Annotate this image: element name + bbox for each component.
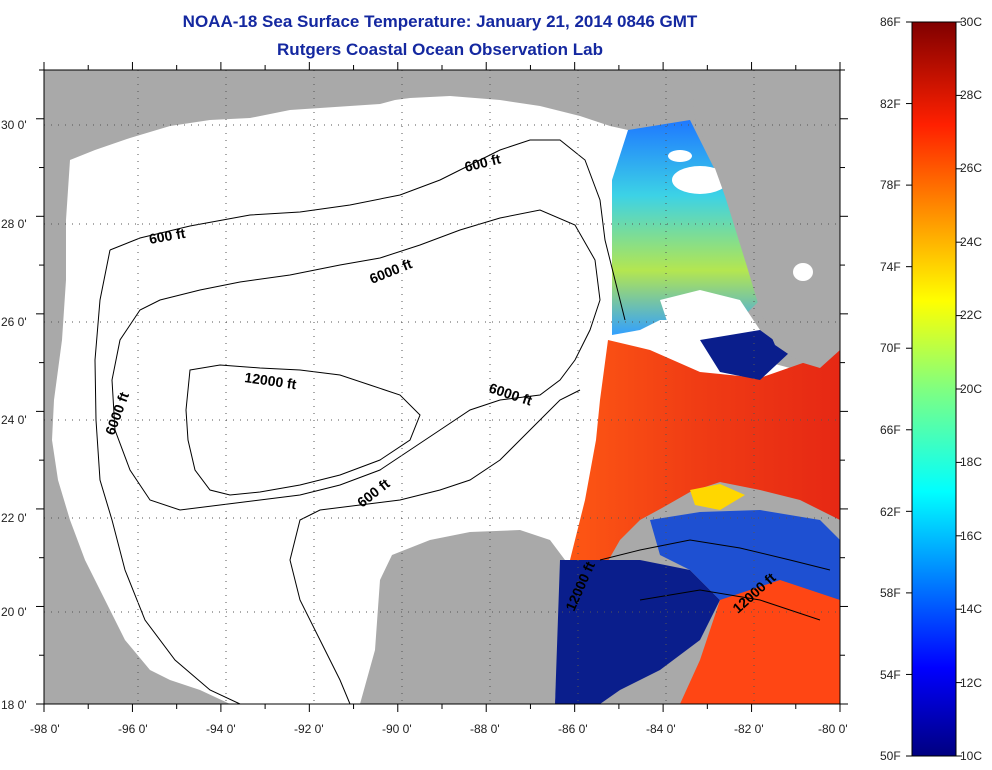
sst-cold-patch <box>700 330 790 380</box>
sst-caribbean <box>555 560 720 704</box>
colorbar-c-label: 12C <box>960 676 982 690</box>
lake-okeechobee <box>793 263 813 281</box>
sst-florida-shelf <box>612 120 760 335</box>
contour-caribbean <box>599 539 831 621</box>
colorbar-c-labels: 30C 28C 26C 24C 22C 20C 18C 16C 14C 12C … <box>960 15 982 763</box>
x-tick-label: -88 0' <box>470 722 500 736</box>
colorbar-ticks <box>906 21 962 757</box>
y-tick-label: 22 0' <box>1 511 27 525</box>
colorbar-f-label: 58F <box>880 586 901 600</box>
colorbar-f-label: 78F <box>880 178 901 192</box>
x-tick-label: -82 0' <box>734 722 764 736</box>
colorbar-f-label: 82F <box>880 97 901 111</box>
y-axis-labels: 30 0' 28 0' 26 0' 24 0' 22 0' 20 0' 18 0… <box>1 118 27 712</box>
colorbar-c-label: 20C <box>960 382 982 396</box>
colorbar-c-label: 16C <box>960 529 982 543</box>
colorbar-c-label: 28C <box>960 88 982 102</box>
x-tick-label: -80 0' <box>818 722 848 736</box>
colorbar-f-label: 50F <box>880 749 901 763</box>
contour-label: 600 ft <box>148 225 187 247</box>
contour-6000ft <box>111 209 601 511</box>
y-tick-label: 28 0' <box>1 217 27 231</box>
colorbar-c-label: 18C <box>960 455 982 469</box>
colorbar-c-label: 24C <box>960 235 982 249</box>
florida-land <box>690 70 840 368</box>
contour-12000ft <box>185 364 421 496</box>
x-tick-label: -94 0' <box>206 722 236 736</box>
colorbar <box>911 21 957 757</box>
x-tick-label: -92 0' <box>294 722 324 736</box>
colorbar-f-label: 86F <box>880 15 901 29</box>
sst-caribbean-warm <box>680 580 840 704</box>
sst-yellow-patch <box>690 484 745 510</box>
colorbar-c-label: 14C <box>960 602 982 616</box>
colorbar-c-label: 10C <box>960 749 982 763</box>
y-tick-label: 18 0' <box>1 698 27 712</box>
yucatan-land <box>360 530 565 704</box>
cloud-patch <box>672 166 728 194</box>
colorbar-c-label: 22C <box>960 308 982 322</box>
x-tick-label: -90 0' <box>382 722 412 736</box>
lat-lon-grid <box>44 70 840 704</box>
colorbar-f-labels: 86F 82F 78F 74F 70F 66F 62F 58F 54F 50F <box>880 15 901 763</box>
cloud-patch <box>668 150 692 162</box>
y-tick-label: 26 0' <box>1 315 27 329</box>
sst-loop-current <box>555 340 840 704</box>
y-tick-label: 20 0' <box>1 605 27 619</box>
colorbar-f-label: 70F <box>880 341 901 355</box>
colorbar-f-label: 62F <box>880 505 901 519</box>
x-tick-label: -84 0' <box>646 722 676 736</box>
map-title: NOAA-18 Sea Surface Temperature: January… <box>182 12 698 31</box>
axis-ticks <box>36 62 848 712</box>
y-tick-label: 30 0' <box>1 118 27 132</box>
contour-600ft <box>94 139 626 704</box>
colorbar-f-label: 74F <box>880 260 901 274</box>
x-tick-label: -86 0' <box>558 722 588 736</box>
x-tick-label: -98 0' <box>30 722 60 736</box>
x-tick-label: -96 0' <box>118 722 148 736</box>
contour-label: 12000 ft <box>244 369 298 392</box>
colorbar-f-label: 66F <box>880 423 901 437</box>
colorbar-c-label: 26C <box>960 161 982 175</box>
x-axis-labels: -98 0' -96 0' -94 0' -92 0' -90 0' -88 0… <box>30 722 848 736</box>
colorbar-c-label: 30C <box>960 15 982 29</box>
y-tick-label: 24 0' <box>1 413 27 427</box>
colorbar-f-label: 54F <box>880 668 901 682</box>
map-subtitle: Rutgers Coastal Ocean Observation Lab <box>277 40 603 59</box>
